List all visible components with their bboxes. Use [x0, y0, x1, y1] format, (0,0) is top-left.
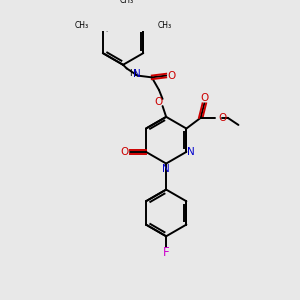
Text: H: H — [129, 69, 135, 78]
Text: O: O — [219, 113, 227, 123]
Text: CH₃: CH₃ — [158, 21, 172, 30]
Text: O: O — [120, 147, 128, 157]
Text: CH₃: CH₃ — [74, 21, 88, 30]
Text: F: F — [163, 246, 169, 259]
Text: O: O — [200, 93, 208, 103]
Text: N: N — [162, 164, 170, 174]
Text: O: O — [167, 70, 176, 81]
Text: N: N — [133, 69, 140, 79]
Text: O: O — [154, 98, 162, 107]
Text: CH₃: CH₃ — [120, 0, 134, 5]
Text: N: N — [187, 147, 195, 157]
